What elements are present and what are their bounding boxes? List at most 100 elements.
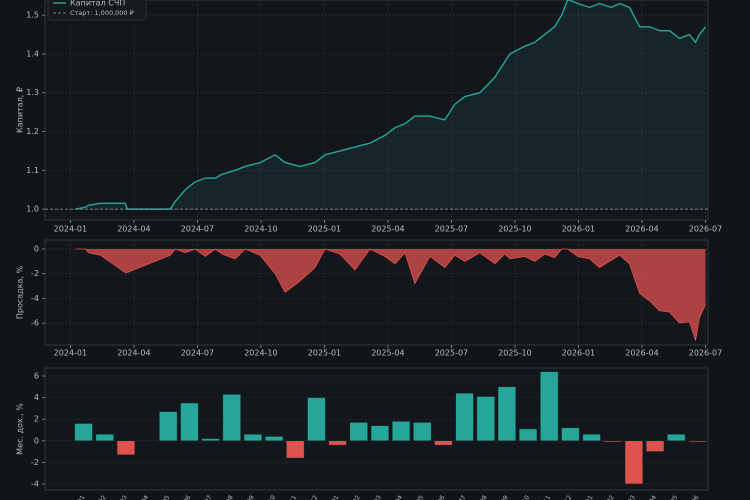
x-tick-label: 2026-01 xyxy=(562,225,595,234)
y-tick-label: 1.4 xyxy=(26,49,39,58)
bar xyxy=(328,440,347,446)
legend-label: Капитал СЧП xyxy=(70,0,125,8)
bar xyxy=(434,440,453,446)
bar xyxy=(159,411,178,442)
bar xyxy=(582,434,601,442)
y-tick-label: 0 xyxy=(34,436,39,445)
x-tick-label: 2025-10 xyxy=(498,349,531,358)
x-tick-label: 2026-02 xyxy=(597,494,616,500)
y-axis-label: Просадка, % xyxy=(16,265,25,319)
legend-label: Старт: 1,000,000 ₽ xyxy=(70,9,134,17)
x-tick-label: 2026-03 xyxy=(618,494,637,500)
x-tick-label: 2025-10 xyxy=(498,225,531,234)
x-tick-label: 2024-09 xyxy=(237,494,256,500)
x-tick-label: 2025-09 xyxy=(491,494,510,500)
bar xyxy=(413,422,432,442)
bar xyxy=(645,440,665,452)
bar xyxy=(624,440,644,485)
bar xyxy=(391,421,411,442)
x-tick-label: 2025-10 xyxy=(513,494,532,500)
x-tick-label: 2026-04 xyxy=(625,225,658,234)
bar xyxy=(688,440,707,443)
bar xyxy=(455,393,474,442)
x-tick-label: 2024-05 xyxy=(153,494,172,500)
x-tick-label: 2024-03 xyxy=(110,494,129,500)
x-tick-label: 2024-01 xyxy=(54,349,87,358)
x-tick-label: 2025-06 xyxy=(428,494,447,500)
bar xyxy=(476,396,495,442)
x-tick-label: 2025-07 xyxy=(449,494,468,500)
bar xyxy=(201,438,220,442)
x-tick-label: 2026-06 xyxy=(682,494,701,500)
x-tick-label: 2025-01 xyxy=(308,349,341,358)
x-tick-label: 2026-07 xyxy=(689,349,722,358)
x-tick-label: 2025-08 xyxy=(470,494,489,500)
x-tick-label: 2024-01 xyxy=(54,225,87,234)
x-tick-label: 2024-08 xyxy=(216,494,235,500)
bar xyxy=(222,394,241,442)
x-tick-label: 2024-07 xyxy=(195,494,214,500)
x-tick-label: 2024-12 xyxy=(301,494,320,500)
x-tick-label: 2025-04 xyxy=(371,349,404,358)
area-fill xyxy=(75,249,706,341)
y-tick-label: -2 xyxy=(31,458,39,467)
x-tick-label: 2024-10 xyxy=(244,225,277,234)
bar xyxy=(74,423,93,442)
drawdown-line xyxy=(75,248,706,341)
x-tick-label: 2025-01 xyxy=(308,225,341,234)
bar xyxy=(518,428,538,442)
y-tick-label: 0 xyxy=(34,245,39,254)
bar xyxy=(243,434,263,442)
x-tick-label: 2024-02 xyxy=(89,494,108,500)
equity-line xyxy=(75,0,707,210)
x-tick-label: 2025-03 xyxy=(364,494,383,500)
x-tick-label: 2024-06 xyxy=(174,494,193,500)
bar xyxy=(180,402,199,442)
x-tick-label: 2024-10 xyxy=(244,349,277,358)
x-tick-label: 2024-11 xyxy=(280,494,299,500)
area-fill xyxy=(75,0,706,210)
x-tick-label: 2026-07 xyxy=(689,225,722,234)
y-tick-label: 2 xyxy=(34,415,39,424)
x-tick-label: 2026-05 xyxy=(661,494,680,500)
bar xyxy=(286,440,305,459)
bar xyxy=(561,427,580,442)
x-tick-label: 2025-02 xyxy=(343,494,362,500)
y-tick-label: 1.2 xyxy=(26,127,39,136)
bar xyxy=(349,422,368,442)
y-tick-label: 4 xyxy=(34,393,39,402)
x-tick-label: 2025-04 xyxy=(386,494,405,500)
bar xyxy=(116,440,136,456)
x-tick-label: 2026-04 xyxy=(640,494,659,500)
x-tick-label: 2025-12 xyxy=(555,494,574,500)
bar xyxy=(540,371,559,442)
bar xyxy=(603,440,622,443)
x-tick-label: 2025-05 xyxy=(407,494,426,500)
y-tick-label: -4 xyxy=(31,479,39,488)
x-tick-label: 2024-07 xyxy=(181,225,214,234)
y-tick-label: 1.5 xyxy=(26,11,39,20)
x-tick-label: 2024-10 xyxy=(259,494,278,500)
x-tick-label: 2024-04 xyxy=(117,349,150,358)
x-tick-label: 2025-01 xyxy=(322,494,341,500)
y-tick-label: 1.0 xyxy=(26,205,39,214)
plot-area xyxy=(44,0,709,221)
x-tick-label: 2026-01 xyxy=(576,494,595,500)
x-tick-label: 2026-04 xyxy=(625,349,658,358)
y-axis-label: Мес. дох., % xyxy=(16,403,25,455)
y-tick-label: -4 xyxy=(31,294,39,303)
x-tick-label: 2025-11 xyxy=(534,494,553,500)
bar xyxy=(95,434,114,442)
x-tick-label: 2024-07 xyxy=(181,349,214,358)
x-tick-label: 2024-04 xyxy=(132,494,151,500)
x-tick-label: 2025-07 xyxy=(435,225,468,234)
y-tick-label: -6 xyxy=(31,319,39,328)
x-tick-label: 2024-01 xyxy=(68,494,87,500)
x-tick-label: 2025-04 xyxy=(371,225,404,234)
bar xyxy=(370,425,390,442)
y-tick-label: 6 xyxy=(34,371,39,380)
y-tick-label: 1.3 xyxy=(26,88,39,97)
x-tick-label: 2025-07 xyxy=(435,349,468,358)
